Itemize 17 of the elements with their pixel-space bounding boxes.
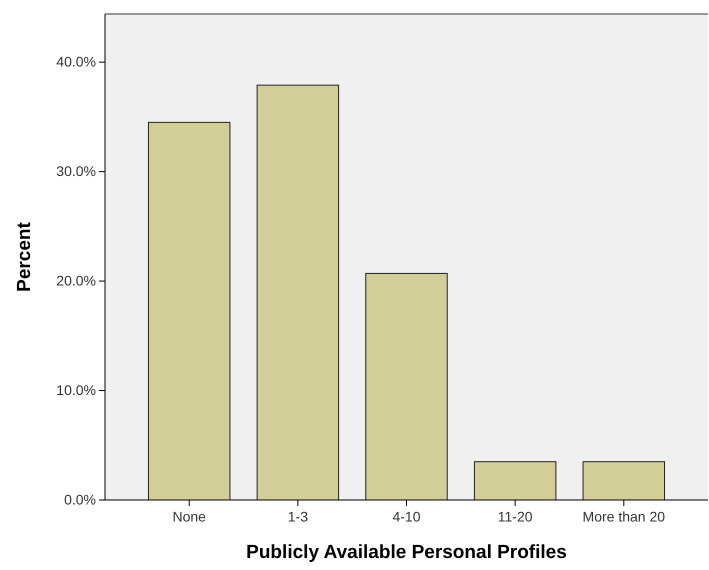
bar bbox=[474, 461, 556, 500]
x-tick-label: More than 20 bbox=[582, 508, 666, 525]
x-tick-label: None bbox=[172, 508, 206, 525]
x-axis-title: Publicly Available Personal Profiles bbox=[246, 542, 567, 563]
y-tick-label: 30.0% bbox=[56, 163, 96, 180]
x-tick-label: 11-20 bbox=[498, 508, 533, 525]
x-tick-label: 4-10 bbox=[392, 508, 421, 525]
x-tick-label: 1-3 bbox=[288, 508, 308, 525]
bar bbox=[365, 272, 448, 500]
y-tick-label: 10.0% bbox=[56, 382, 96, 398]
y-tick-label: 0.0% bbox=[64, 491, 96, 508]
y-tick-label: 20.0% bbox=[56, 272, 96, 289]
y-axis-title: Percent bbox=[14, 221, 35, 292]
y-tick-label: 40.0% bbox=[56, 54, 96, 70]
bar bbox=[148, 122, 230, 500]
bar bbox=[582, 461, 666, 500]
bar bbox=[256, 84, 340, 500]
